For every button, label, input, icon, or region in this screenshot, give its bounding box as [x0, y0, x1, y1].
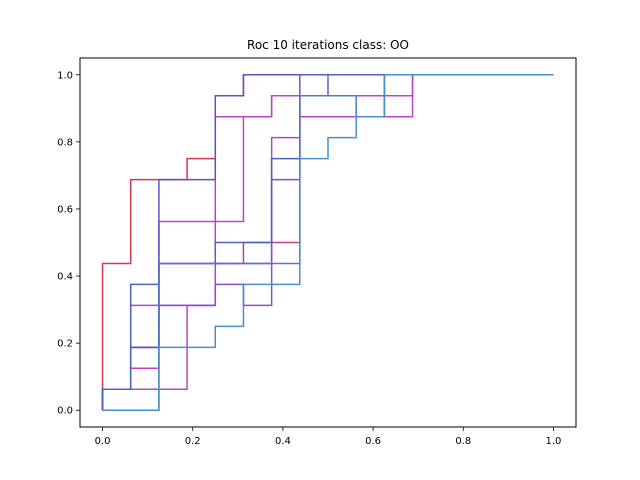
x-tick-label: 0.4 — [275, 436, 291, 447]
y-tick-label: 1.0 — [57, 70, 73, 81]
x-tick-label: 0.8 — [455, 436, 471, 447]
roc-line-iteration-10 — [102, 74, 554, 411]
series-layer — [101, 74, 554, 411]
y-tick-label: 0.8 — [57, 137, 73, 148]
x-tick-label: 0.2 — [185, 436, 201, 447]
y-tick-label: 0.6 — [57, 204, 73, 215]
x-axis-ticks: 0.0 0.2 0.4 0.6 0.8 1.0 — [95, 427, 562, 447]
y-axis-ticks: 0.0 0.2 0.4 0.6 0.8 1.0 — [57, 70, 80, 417]
y-tick-label: 0.2 — [57, 339, 73, 350]
chart-title: Roc 10 iterations class: OO — [247, 38, 409, 52]
x-tick-label: 0.6 — [365, 436, 381, 447]
x-tick-label: 1.0 — [546, 436, 562, 447]
plot-frame — [79, 57, 577, 428]
x-tick-label: 0.0 — [95, 436, 111, 447]
y-tick-label: 0.4 — [57, 272, 73, 283]
y-tick-label: 0.0 — [57, 406, 73, 417]
